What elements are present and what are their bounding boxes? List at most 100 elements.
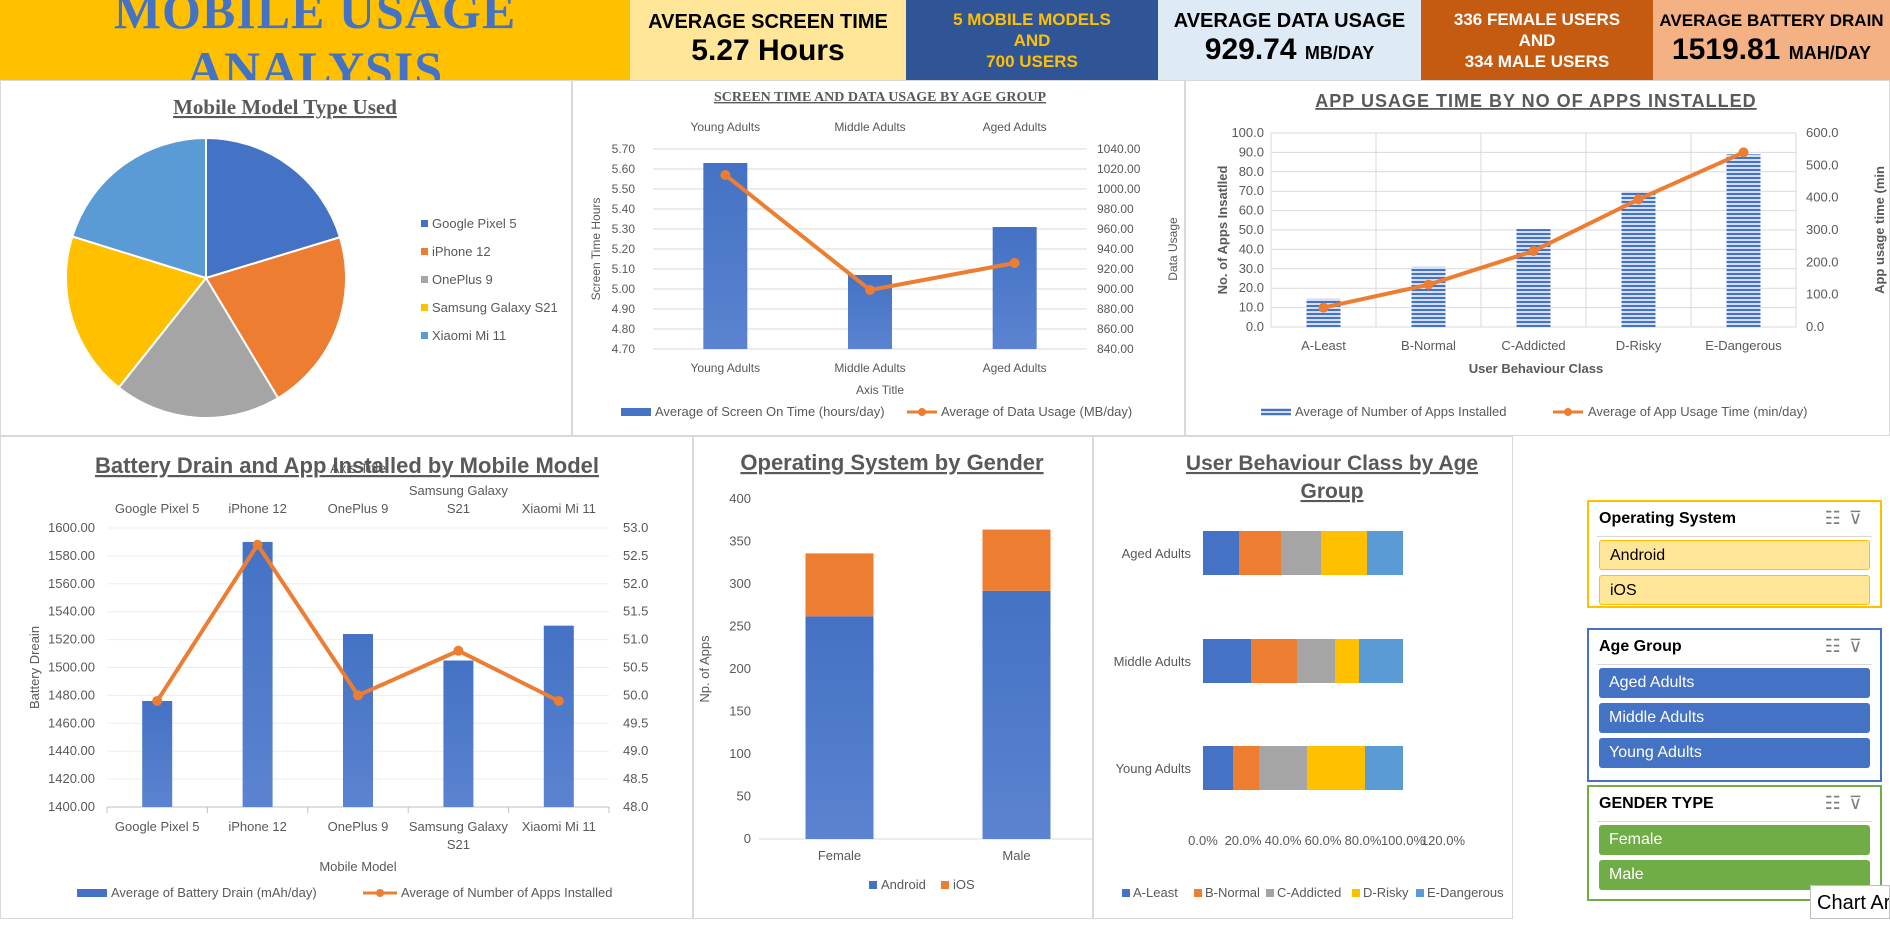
beh-segment-0[interactable] [1203,639,1251,683]
beh-segment-3[interactable] [1321,531,1367,575]
slicer-gender-type[interactable]: GENDER TYPE ☷⊽ Female Male [1587,785,1882,901]
os-ylabel: Np. of Apps [697,635,712,703]
slicer-gender-title: GENDER TYPE [1599,795,1714,812]
beh-segment-1[interactable] [1239,531,1281,575]
battery-y2tick: 51.5 [623,604,648,619]
slicer-age-item-middle[interactable]: Middle Adults [1599,703,1870,733]
battery-bar[interactable] [142,700,173,807]
battery-line-point[interactable] [353,690,363,701]
pie-slice-2[interactable] [117,276,280,419]
beh-segment-4[interactable] [1365,746,1403,790]
pie-slice-1[interactable] [204,236,347,400]
age-line-point[interactable] [865,285,875,295]
apps-bar[interactable] [1726,154,1761,327]
battery-line-point[interactable] [252,539,263,550]
kpi-data-value: 929.74 [1204,32,1297,66]
apps-ytick: 40.0 [1239,241,1264,256]
apps-bar[interactable] [1621,191,1656,327]
age-ytick: 4.70 [612,342,636,356]
slicer-gender-item-female[interactable]: Female [1599,825,1870,855]
pie-slice-4[interactable] [71,136,207,280]
multi-select-icon[interactable]: ☷ [1824,508,1849,528]
slicer-os-item-android[interactable]: Android [1599,540,1870,570]
pie-slice-0[interactable] [205,136,342,280]
slicer-age-group[interactable]: Age Group ☷⊽ Aged Adults Middle Adults Y… [1587,628,1882,782]
slicer-age-item-aged[interactable]: Aged Adults [1599,668,1870,698]
kpi-battery-label: AVERAGE BATTERY DRAIN [1659,10,1884,30]
apps-xtick: B-Normal [1401,338,1456,353]
behaviour-chart-title-line2: Group [1301,480,1364,503]
beh-segment-4[interactable] [1367,531,1403,575]
age-y2tick: 860.00 [1097,322,1134,336]
battery-bar[interactable] [543,625,574,807]
apps-line-point[interactable] [1423,279,1434,290]
os-bar-android[interactable] [982,590,1051,839]
os-bar-ios[interactable] [805,553,874,617]
pie-legend-label: Samsung Galaxy S21 [432,300,558,315]
beh-segment-1[interactable] [1233,746,1259,790]
kpi-models-line3: 700 USERS [986,51,1078,71]
beh-segment-2[interactable] [1259,746,1307,790]
age-bar[interactable] [703,163,748,349]
slicer-os-item-ios[interactable]: iOS [1599,575,1870,605]
apps-chart-panel[interactable]: APP USAGE TIME BY NO OF APPS INSTALLED 0… [1185,80,1890,436]
battery-bar[interactable] [242,541,273,807]
beh-segment-2[interactable] [1297,639,1335,683]
apps-line-point[interactable] [1738,147,1749,158]
kpi-models-line1: 5 MOBILE MODELS [953,9,1111,29]
slicer-age-title: Age Group [1599,638,1682,655]
beh-segment-0[interactable] [1203,531,1239,575]
beh-segment-1[interactable] [1251,639,1297,683]
clear-filter-icon[interactable]: ⊽ [1848,793,1870,813]
apps-line-point[interactable] [1633,194,1644,205]
age-ytick: 5.50 [612,182,636,196]
pie-legend-label: Google Pixel 5 [432,216,517,231]
kpi-data-unit: MB/DAY [1304,42,1375,63]
clear-filter-icon[interactable]: ⊽ [1848,508,1870,528]
age-chart-panel[interactable]: SCREEN TIME AND DATA USAGE BY AGE GROUP … [572,80,1185,436]
battery-xtick: Xiaomi Mi 11 [522,819,596,834]
multi-select-icon[interactable]: ☷ [1824,636,1849,656]
pie-chart-panel[interactable]: Mobile Model Type Used Google Pixel 5 iPh… [0,80,572,436]
age-bar[interactable] [992,227,1037,349]
beh-xtick: 120.0% [1421,833,1466,848]
kpi-users-line3: 334 MALE USERS [1464,51,1610,71]
battery-line-point[interactable] [453,645,464,656]
beh-segment-2[interactable] [1281,531,1321,575]
clear-filter-icon[interactable]: ⊽ [1848,636,1870,656]
battery-bar[interactable] [443,660,474,807]
os-bar-ios[interactable] [982,529,1051,591]
apps-line-point[interactable] [1318,302,1329,313]
battery-y2tick: 51.0 [623,632,648,647]
beh-segment-3[interactable] [1307,746,1365,790]
beh-segment-3[interactable] [1335,639,1359,683]
age-data-usage-line [724,173,1016,293]
battery-line-point[interactable] [553,695,564,706]
slicer-operating-system[interactable]: Operating System ☷⊽ Android iOS [1587,500,1882,608]
battery-chart-panel[interactable]: 1400.00 1420.00 1440.00 1460.00 1480.00 1500.… [0,436,693,919]
os-chart-panel[interactable]: Operating System by Gender 0 50 100 150 200 2… [693,436,1097,919]
apps-y2label: App usage time (min [1872,166,1887,294]
apps-bar[interactable] [1411,266,1446,327]
battery-bar[interactable] [343,634,373,807]
age-line-point[interactable] [1009,258,1020,268]
apps-line-point[interactable] [1528,246,1539,257]
age-ytick: 5.40 [612,202,636,216]
apps-legend-swatch-bar [1261,408,1291,416]
apps-ytick: 60.0 [1239,203,1264,218]
slicer-os-title: Operating System [1599,510,1736,527]
beh-legend-label: B-Normal [1205,885,1260,900]
slicer-age-item-young[interactable]: Young Adults [1599,738,1870,768]
apps-y2tick: 300.0 [1806,222,1839,237]
age-line-point[interactable] [720,170,731,180]
beh-segment-0[interactable] [1203,746,1233,790]
os-bar-android[interactable] [805,616,874,839]
apps-legend-swatch-dot [1564,408,1572,416]
battery-ytick: 1400.00 [48,799,95,814]
battery-line-point[interactable] [152,695,163,706]
beh-segment-4[interactable] [1359,639,1403,683]
multi-select-icon[interactable]: ☷ [1824,793,1849,813]
behaviour-chart-panel[interactable]: User Behaviour Class by Age Group 0.0% 20… [1093,436,1513,919]
pie-slice-3[interactable] [65,235,208,389]
age-ytick: 5.30 [612,222,636,236]
